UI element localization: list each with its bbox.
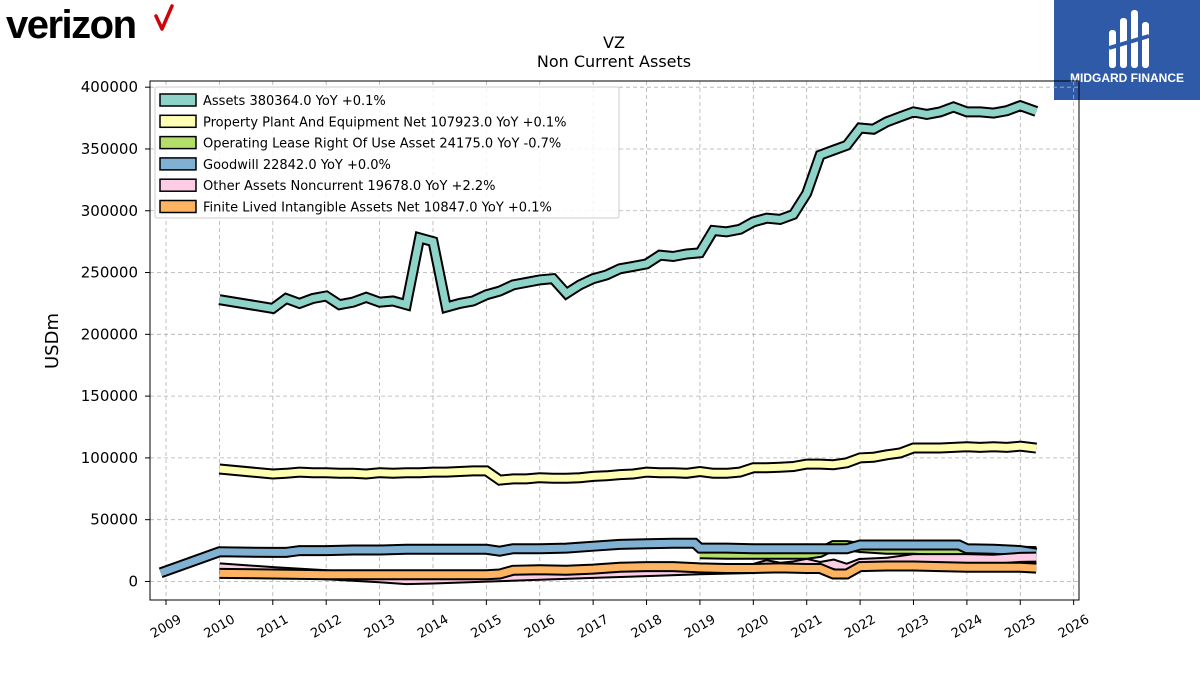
- chart-subtitle: Non Current Assets: [537, 52, 691, 71]
- y-tick-label: 400000: [81, 78, 138, 96]
- midgard-logo-text: MIDGARD FINANCE: [1070, 71, 1184, 85]
- x-tick-label: 2024: [949, 612, 985, 642]
- verizon-logo-text: verizon: [6, 3, 136, 46]
- y-tick-label: 200000: [81, 325, 138, 343]
- x-tick-label: 2014: [415, 612, 451, 642]
- x-tick-label: 2019: [682, 612, 718, 642]
- legend-swatch-2: [159, 135, 197, 150]
- legend-swatch-0: [159, 93, 197, 107]
- chart-title: VZ: [603, 33, 625, 52]
- verizon-check-icon: [154, 4, 174, 31]
- x-tick-label: 2017: [575, 612, 611, 642]
- x-tick-label: 2013: [362, 612, 398, 642]
- legend-swatch-1: [159, 114, 197, 129]
- legend-swatch-5: [159, 199, 197, 214]
- legend-label-5: Finite Lived Intangible Assets Net 10847…: [203, 201, 552, 216]
- series-line-3: [159, 539, 1037, 577]
- y-tick-label: 150000: [81, 387, 138, 405]
- legend-label-1: Property Plant And Equipment Net 107923.…: [203, 115, 567, 130]
- series-line-5: [219, 562, 1037, 579]
- x-tick-label: 2025: [1002, 612, 1038, 642]
- y-tick-label: 0: [128, 572, 138, 590]
- y-axis-label: USDm: [42, 313, 63, 369]
- legend-label-4: Other Assets Noncurrent 19678.0 YoY +2.2…: [203, 179, 495, 194]
- x-tick-label: 2016: [522, 612, 558, 642]
- x-tick-label: 2009: [148, 612, 184, 642]
- legend-swatch-4: [159, 178, 197, 192]
- x-tick-label: 2010: [202, 612, 238, 642]
- x-tick-label: 2022: [842, 612, 878, 642]
- x-tick-label: 2021: [789, 612, 825, 642]
- x-tick-label: 2011: [255, 612, 291, 642]
- x-tick-label: 2018: [629, 612, 665, 642]
- y-tick-label: 350000: [81, 140, 138, 158]
- x-tick-label: 2026: [1056, 612, 1092, 642]
- y-tick-label: 300000: [81, 202, 138, 220]
- series-line-0: [218, 101, 1038, 313]
- x-tick-label: 2015: [469, 612, 505, 642]
- x-tick-label: 2012: [308, 612, 344, 642]
- legend: Assets 380364.0 YoY +0.1% Property Plant …: [154, 86, 620, 219]
- x-tick-label: 2023: [896, 612, 932, 642]
- x-tick-label: 2020: [735, 612, 771, 642]
- legend-label-0: Assets 380364.0 YoY +0.1%: [203, 94, 386, 109]
- series-line-1: [219, 442, 1037, 484]
- y-tick-label: 100000: [81, 449, 138, 467]
- y-tick-label: 50000: [90, 511, 138, 529]
- legend-swatch-3: [159, 157, 197, 171]
- midgard-finance-logo: MIDGARD FINANCE: [1054, 0, 1200, 100]
- y-tick-label: 250000: [81, 264, 138, 282]
- plot-frame: [149, 80, 1080, 601]
- legend-label-3: Goodwill 22842.0 YoY +0.0%: [203, 158, 391, 173]
- midgard-emblem-icon: MIDGARD FINANCE: [1070, 10, 1184, 85]
- series-layer: [158, 99, 1039, 586]
- legend-box: [154, 86, 620, 219]
- verizon-logo: verizon: [6, 3, 174, 46]
- legend-label-2: Operating Lease Right Of Use Asset 24175…: [203, 137, 561, 152]
